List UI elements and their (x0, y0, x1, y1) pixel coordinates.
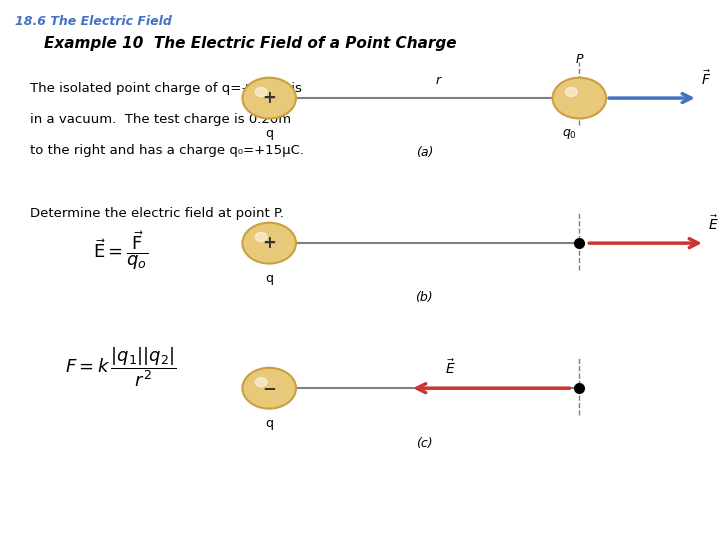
Text: $q_0$: $q_0$ (562, 126, 577, 140)
Text: r: r (435, 75, 440, 87)
Text: (c): (c) (416, 436, 433, 449)
Text: Example 10  The Electric Field of a Point Charge: Example 10 The Electric Field of a Point… (44, 36, 456, 51)
Text: 18.6 The Electric Field: 18.6 The Electric Field (16, 15, 172, 28)
Circle shape (243, 78, 296, 118)
Circle shape (565, 87, 577, 97)
Text: to the right and has a charge q₀=+15μC.: to the right and has a charge q₀=+15μC. (30, 144, 304, 157)
Text: P: P (575, 53, 583, 66)
Text: q: q (265, 126, 273, 139)
Text: q: q (265, 272, 273, 285)
Text: $\vec{F}$: $\vec{F}$ (701, 70, 711, 89)
Text: Determine the electric field at point P.: Determine the electric field at point P. (30, 207, 284, 220)
Text: −: − (262, 379, 276, 397)
Text: +: + (262, 234, 276, 252)
Circle shape (243, 368, 296, 409)
Text: $\vec{E}$: $\vec{E}$ (708, 215, 719, 233)
Circle shape (256, 233, 267, 241)
Circle shape (552, 78, 606, 118)
Text: $\vec{E}$: $\vec{E}$ (446, 359, 456, 377)
Text: +: + (262, 89, 276, 107)
Text: q: q (265, 417, 273, 430)
Text: (b): (b) (415, 292, 433, 305)
Text: The isolated point charge of q=+15μC is: The isolated point charge of q=+15μC is (30, 82, 302, 95)
Text: in a vacuum.  The test charge is 0.20m: in a vacuum. The test charge is 0.20m (30, 113, 291, 126)
Text: (a): (a) (415, 146, 433, 159)
Circle shape (243, 222, 296, 264)
Text: $\vec{\mathrm{E}}=\dfrac{\vec{\mathrm{F}}}{q_o}$: $\vec{\mathrm{E}}=\dfrac{\vec{\mathrm{F}… (93, 230, 148, 273)
Circle shape (256, 377, 267, 387)
Circle shape (256, 87, 267, 97)
Text: $F = k\,\dfrac{|q_1||q_2|}{r^2}$: $F = k\,\dfrac{|q_1||q_2|}{r^2}$ (65, 345, 176, 389)
